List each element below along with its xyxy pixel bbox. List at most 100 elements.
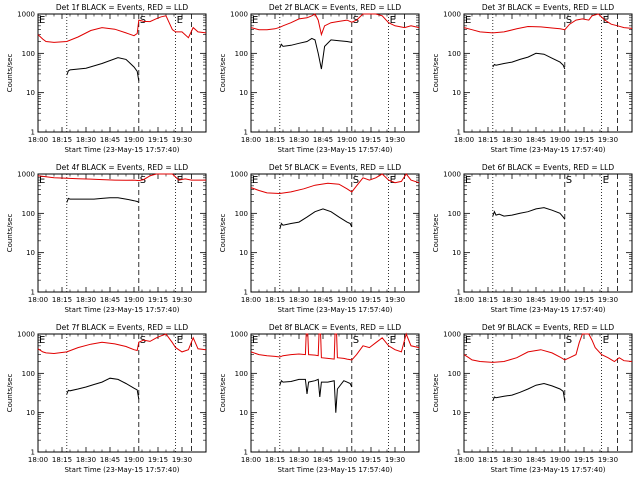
chart-title: Det 9f BLACK = Events, RED = LLD [482,323,615,332]
x-tick-label: 18:15 [265,456,285,464]
y-tick-label: 100 [22,210,35,218]
y-tick-label: 100 [22,50,35,58]
x-tick-label: 19:00 [124,456,144,464]
x-tick-label: 18:15 [478,136,498,144]
x-tick-label: 18:45 [100,296,120,304]
end-marker: E [252,15,258,26]
y-tick-label: 1 [31,289,35,297]
x-tick-label: 18:30 [502,136,522,144]
chart-panel-5: Det 5f BLACK = Events, RED = LLD 1 10 100 10… [219,163,420,314]
x-tick-label: 18:30 [502,456,522,464]
x-tick-label: 18:00 [28,136,48,144]
x-axis-label: Start Time (23-May-15 17:57:40) [64,466,179,474]
x-tick-label: 18:15 [265,296,285,304]
end-marker: E [252,175,258,186]
x-tick-label: 18:00 [454,136,474,144]
x-axis-label: Start Time (23-May-15 17:57:40) [277,466,392,474]
x-axis-label: Start Time (23-May-15 17:57:40) [277,146,392,154]
y-axis-label: Counts/sec [6,214,14,253]
x-axis-label: Start Time (23-May-15 17:57:40) [277,306,392,314]
lld-series-line [463,333,633,363]
plot-frame [37,333,207,453]
end-marker: E [465,15,471,26]
y-tick-label: 10 [452,409,461,417]
chart-panel-7: Det 7f BLACK = Events, RED = LLD 1 10 100 10… [6,323,207,474]
x-tick-label: 18:00 [241,456,261,464]
y-tick-label: 100 [448,210,461,218]
x-tick-label: 18:15 [52,296,72,304]
chart-panel-9: Det 9f BLACK = Events, RED = LLD 1 10 100 10… [432,323,633,474]
x-tick-label: 19:30 [385,456,405,464]
chart-title: Det 1f BLACK = Events, RED = LLD [56,3,189,12]
plot-frame [37,173,207,293]
x-axis-label: Start Time (23-May-15 17:57:40) [490,146,605,154]
end-marker: E [252,335,258,346]
x-axis-label: Start Time (23-May-15 17:57:40) [64,306,179,314]
y-tick-label: 1 [244,449,248,457]
x-tick-label: 18:00 [241,296,261,304]
chart-panel-3: Det 3f BLACK = Events, RED = LLD 1 10 100 10… [432,3,633,154]
lld-series-line [250,173,420,195]
x-tick-label: 18:45 [313,296,333,304]
y-tick-label: 10 [452,249,461,257]
y-tick-label: 10 [239,89,248,97]
x-tick-label: 18:30 [289,456,309,464]
y-tick-label: 10 [239,409,248,417]
y-tick-label: 1000 [443,11,461,19]
x-tick-label: 18:00 [28,456,48,464]
y-tick-label: 100 [235,50,248,58]
y-tick-label: 10 [452,89,461,97]
x-tick-label: 19:30 [172,136,192,144]
end-marker: E [39,335,45,346]
x-tick-label: 19:15 [574,296,594,304]
x-tick-label: 18:30 [76,136,96,144]
y-tick-label: 1000 [230,11,248,19]
y-tick-label: 100 [448,50,461,58]
x-tick-label: 19:00 [124,136,144,144]
lld-series-line [463,13,633,34]
x-tick-label: 18:45 [526,136,546,144]
x-tick-label: 18:45 [100,456,120,464]
end-marker: E [465,335,471,346]
events-series-line [66,57,140,81]
x-tick-label: 19:15 [574,456,594,464]
y-axis-label: Counts/sec [432,374,440,413]
events-series-line [492,382,566,401]
y-tick-label: 1 [244,289,248,297]
x-tick-label: 18:00 [454,456,474,464]
y-tick-label: 1000 [17,171,35,179]
x-tick-label: 19:15 [361,296,381,304]
start-marker: S [140,175,146,186]
plot-frame [463,333,633,453]
start-marker: S [566,15,572,26]
x-tick-label: 19:15 [361,456,381,464]
x-tick-label: 19:15 [148,296,168,304]
chart-title: Det 3f BLACK = Events, RED = LLD [482,3,615,12]
y-tick-label: 10 [26,409,35,417]
plot-frame [37,13,207,133]
lld-series-line [37,15,207,43]
x-tick-label: 19:15 [361,136,381,144]
start-marker: S [140,15,146,26]
events-series-line [279,378,353,413]
end-marker: E [177,15,183,26]
y-tick-label: 100 [22,370,35,378]
end-marker: E [390,175,396,186]
x-tick-label: 18:45 [100,136,120,144]
x-tick-label: 18:15 [265,136,285,144]
y-tick-label: 1000 [230,171,248,179]
chart-panel-4: Det 4f BLACK = Events, RED = LLD 1 10 100 10… [6,163,207,314]
chart-panel-1: Det 1f BLACK = Events, RED = LLD 1 10 100 10… [6,3,207,154]
chart-panel-8: Det 8f BLACK = Events, RED = LLD 1 10 100 10… [219,323,420,474]
x-tick-label: 19:15 [574,136,594,144]
chart-title: Det 5f BLACK = Events, RED = LLD [269,163,402,172]
x-tick-label: 18:45 [526,296,546,304]
x-tick-label: 19:00 [550,136,570,144]
plot-frame [250,13,420,133]
y-tick-label: 1000 [17,11,35,19]
events-series-line [279,37,352,70]
x-tick-label: 19:30 [598,456,618,464]
start-marker: S [566,335,572,346]
y-tick-label: 1000 [443,171,461,179]
